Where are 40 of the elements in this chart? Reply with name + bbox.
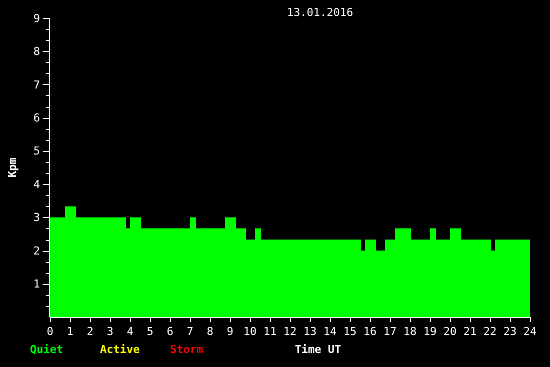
x-tick-label: 22: [483, 325, 497, 338]
x-tick-label: 1: [66, 325, 74, 338]
text: Storm: [170, 343, 204, 356]
x-tick-label: 9: [226, 325, 234, 338]
chart-title: 13.01.2016: [286, 6, 354, 19]
x-tick-label: 8: [206, 325, 214, 338]
x-tick-label: 10: [243, 325, 257, 338]
text: Quiet: [30, 343, 64, 356]
x-tick-label: 17: [383, 325, 397, 338]
x-tick-label: 0: [46, 325, 54, 338]
x-tick-label: 11: [263, 325, 277, 338]
x-tick-label: 2: [86, 325, 94, 338]
x-tick-label: 23: [503, 325, 517, 338]
y-tick-label: 3: [33, 211, 40, 224]
x-tick-label: 19: [423, 325, 437, 338]
y-tick-label: 4: [33, 178, 40, 191]
y-axis-title: Kpm: [6, 157, 19, 178]
x-tick-label: 12: [283, 325, 297, 338]
x-tick-label: 4: [126, 325, 134, 338]
x-tick-label: 13: [303, 325, 317, 338]
y-tick-label: 5: [33, 144, 40, 158]
x-tick-label: 7: [186, 325, 194, 338]
x-tick-label: 16: [363, 325, 377, 338]
x-axis-title: Time UT: [294, 343, 342, 356]
y-tick-label: 8: [33, 45, 40, 58]
x-tick-label: 15: [343, 325, 357, 338]
x-tick-label: 21: [463, 325, 477, 338]
y-tick-label: 9: [33, 12, 40, 25]
y-tick-label: 2: [33, 244, 40, 258]
x-tick-label: 24: [523, 325, 537, 338]
x-tick-label: 20: [443, 325, 457, 338]
x-tick-label: 18: [403, 325, 417, 338]
y-tick-label: 1: [33, 278, 40, 291]
x-tick-label: 14: [323, 325, 337, 338]
text: Active: [100, 343, 140, 356]
x-tick-label: 5: [146, 325, 154, 338]
y-tick-label: 6: [33, 112, 40, 125]
x-tick-label: 3: [106, 325, 114, 338]
y-tick-label: 7: [33, 78, 40, 92]
x-tick-label: 6: [166, 325, 174, 338]
